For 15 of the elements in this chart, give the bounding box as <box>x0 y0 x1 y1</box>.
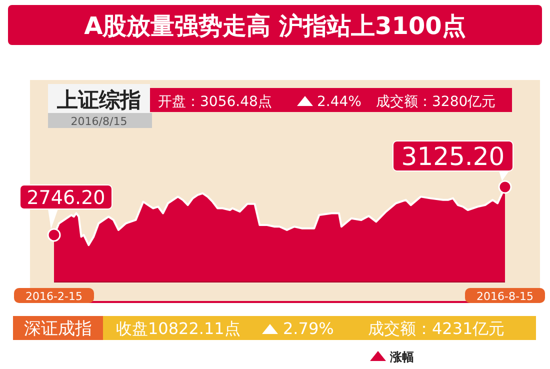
text: 成交额：4231亿元 <box>368 319 505 338</box>
chart-title: A股放量强势走高 沪指站上3100点 <box>84 12 466 40</box>
text: 开盘：3056.48点 <box>158 94 272 110</box>
x-tick-label: 2016-8-15 <box>476 290 534 303</box>
text: 2.79% <box>283 319 334 338</box>
text: 上证综指 <box>56 88 141 112</box>
text: 收盘10822.11点 <box>116 319 240 338</box>
text: 深证成指 <box>24 319 92 339</box>
x-tick-label: 2016-2-15 <box>26 290 82 303</box>
annotation: 2746.20 <box>26 186 106 209</box>
text: 涨幅 <box>389 350 414 364</box>
text: 成交额：3280亿元 <box>376 94 496 110</box>
text: 2.44% <box>317 94 362 110</box>
annotation: 3125.20 <box>401 142 505 171</box>
text: 2016/8/15 <box>70 115 128 128</box>
